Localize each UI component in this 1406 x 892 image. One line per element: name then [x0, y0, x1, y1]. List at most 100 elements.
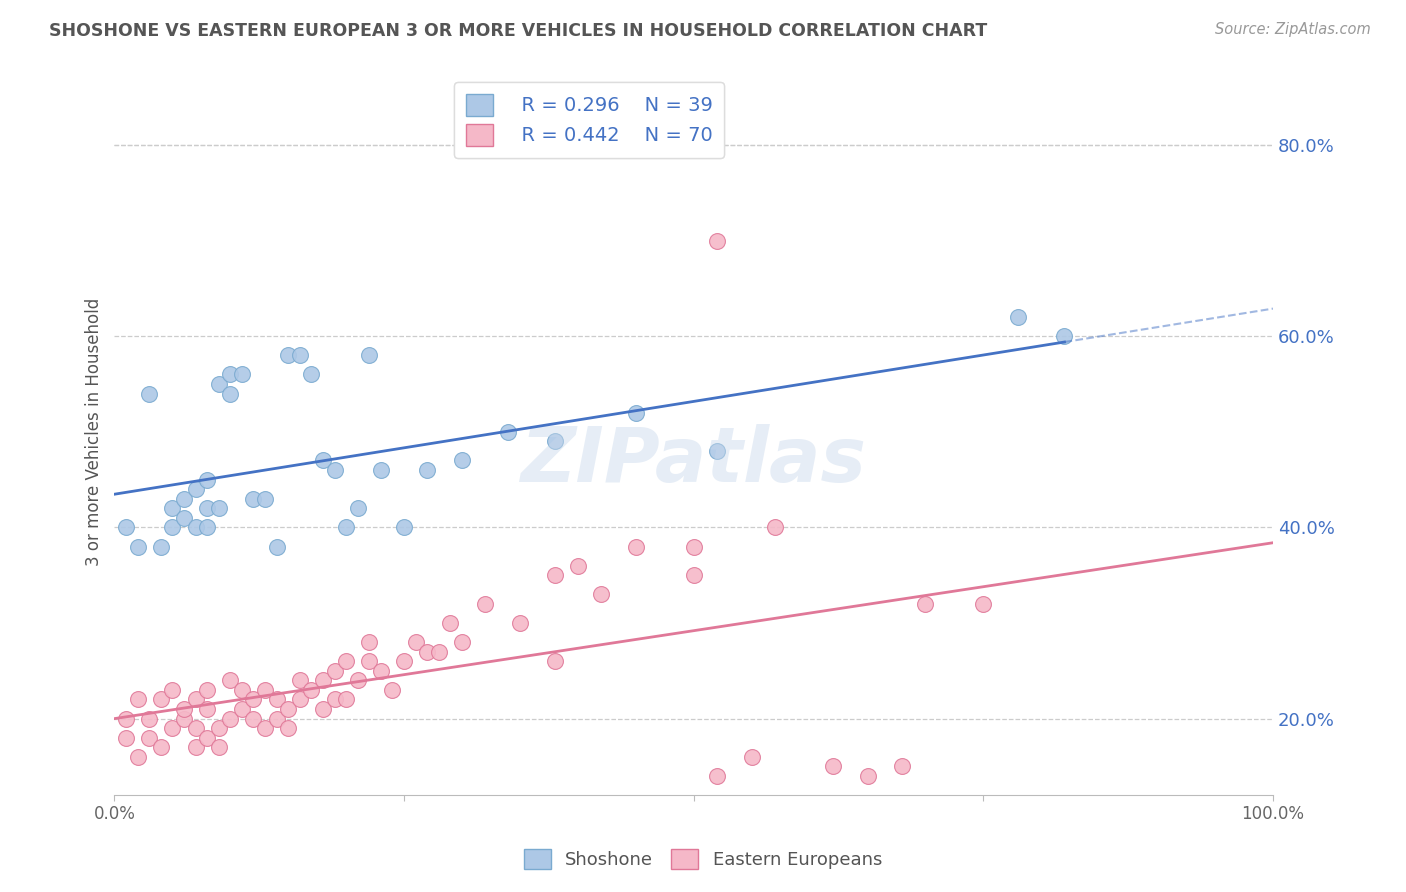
Point	[567, 558, 589, 573]
Point	[589, 587, 612, 601]
Point	[335, 692, 357, 706]
Point	[624, 540, 647, 554]
Point	[821, 759, 844, 773]
Point	[914, 597, 936, 611]
Point	[509, 615, 531, 630]
Point	[741, 749, 763, 764]
Point	[706, 769, 728, 783]
Point	[706, 444, 728, 458]
Point	[162, 501, 184, 516]
Point	[299, 368, 322, 382]
Point	[346, 673, 368, 688]
Point	[392, 520, 415, 534]
Point	[184, 721, 207, 735]
Point	[242, 692, 264, 706]
Point	[312, 673, 335, 688]
Point	[416, 463, 439, 477]
Point	[266, 540, 288, 554]
Point	[173, 511, 195, 525]
Point	[288, 348, 311, 362]
Text: SHOSHONE VS EASTERN EUROPEAN 3 OR MORE VEHICLES IN HOUSEHOLD CORRELATION CHART: SHOSHONE VS EASTERN EUROPEAN 3 OR MORE V…	[49, 22, 987, 40]
Point	[624, 406, 647, 420]
Point	[219, 368, 242, 382]
Point	[266, 692, 288, 706]
Point	[544, 568, 567, 582]
Point	[149, 740, 172, 755]
Point	[127, 692, 149, 706]
Point	[312, 453, 335, 467]
Y-axis label: 3 or more Vehicles in Household: 3 or more Vehicles in Household	[86, 298, 103, 566]
Point	[427, 645, 450, 659]
Point	[162, 682, 184, 697]
Point	[323, 664, 346, 678]
Point	[544, 434, 567, 449]
Point	[346, 501, 368, 516]
Point	[1007, 310, 1029, 324]
Point	[115, 712, 138, 726]
Point	[173, 712, 195, 726]
Point	[277, 721, 299, 735]
Point	[891, 759, 914, 773]
Point	[1053, 329, 1076, 343]
Point	[277, 348, 299, 362]
Text: ZIPatlas: ZIPatlas	[520, 424, 866, 498]
Point	[195, 682, 218, 697]
Point	[195, 731, 218, 745]
Point	[208, 376, 231, 391]
Point	[173, 702, 195, 716]
Point	[544, 654, 567, 668]
Point	[359, 348, 381, 362]
Point	[392, 654, 415, 668]
Point	[763, 520, 786, 534]
Point	[242, 712, 264, 726]
Point	[682, 540, 704, 554]
Point	[208, 740, 231, 755]
Point	[335, 654, 357, 668]
Point	[162, 520, 184, 534]
Point	[312, 702, 335, 716]
Legend: Shoshone, Eastern Europeans: Shoshone, Eastern Europeans	[515, 839, 891, 879]
Point	[231, 368, 253, 382]
Point	[288, 692, 311, 706]
Point	[682, 568, 704, 582]
Point	[195, 473, 218, 487]
Point	[266, 712, 288, 726]
Point	[195, 520, 218, 534]
Point	[242, 491, 264, 506]
Point	[115, 731, 138, 745]
Point	[127, 540, 149, 554]
Point	[195, 501, 218, 516]
Point	[416, 645, 439, 659]
Point	[231, 702, 253, 716]
Point	[253, 682, 276, 697]
Point	[219, 712, 242, 726]
Point	[405, 635, 427, 649]
Point	[149, 692, 172, 706]
Point	[972, 597, 994, 611]
Point	[359, 635, 381, 649]
Point	[219, 673, 242, 688]
Point	[219, 386, 242, 401]
Point	[706, 234, 728, 248]
Point	[138, 712, 160, 726]
Point	[323, 692, 346, 706]
Legend:   R = 0.296    N = 39,   R = 0.442    N = 70: R = 0.296 N = 39, R = 0.442 N = 70	[454, 82, 724, 158]
Point	[149, 540, 172, 554]
Point	[115, 520, 138, 534]
Point	[184, 740, 207, 755]
Point	[451, 635, 474, 649]
Point	[253, 491, 276, 506]
Point	[474, 597, 496, 611]
Point	[184, 692, 207, 706]
Point	[231, 682, 253, 697]
Point	[856, 769, 879, 783]
Point	[138, 731, 160, 745]
Point	[173, 491, 195, 506]
Point	[323, 463, 346, 477]
Point	[277, 702, 299, 716]
Point	[208, 721, 231, 735]
Point	[208, 501, 231, 516]
Point	[288, 673, 311, 688]
Text: Source: ZipAtlas.com: Source: ZipAtlas.com	[1215, 22, 1371, 37]
Point	[370, 664, 392, 678]
